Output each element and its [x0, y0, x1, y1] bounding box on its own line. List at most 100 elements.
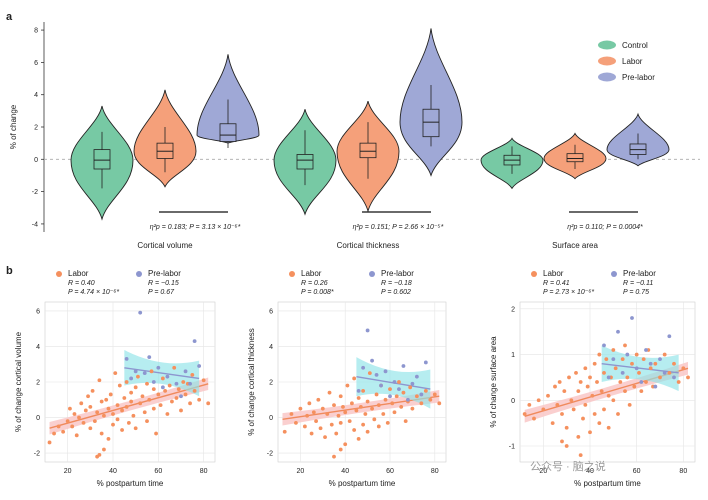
data-point-labor [365, 429, 370, 434]
data-point-prelabor [361, 365, 366, 370]
data-point-prelabor [142, 371, 147, 376]
data-point-labor [145, 419, 149, 424]
data-point-labor [302, 424, 307, 429]
data-point-prelabor [616, 329, 620, 334]
data-point-labor [374, 392, 379, 397]
data-point-labor [77, 415, 81, 420]
data-point-labor [541, 407, 546, 412]
y-tick-label: 8 [34, 28, 38, 35]
data-point-labor [307, 401, 312, 406]
data-point-labor [428, 397, 433, 402]
data-point-labor [181, 380, 186, 384]
data-point-labor [602, 370, 606, 375]
violin-chart: -4 -2 0 2 4 6 8 % of change Cortical volume η²p =… [9, 22, 700, 250]
legend-marker-prelabor [136, 271, 142, 277]
y-tick-label: 1 [511, 352, 515, 359]
data-point-labor [65, 419, 70, 424]
fit-line-prelabor [124, 367, 200, 380]
data-point-prelabor [197, 364, 202, 368]
data-point-labor [88, 404, 93, 409]
data-point-labor [115, 417, 120, 422]
x-tick-label: 60 [154, 468, 162, 475]
data-point-labor [345, 383, 350, 388]
data-point-labor [318, 426, 323, 431]
group-stat: η²p = 0.151; P = 2.66 × 10⁻⁵* [353, 224, 444, 231]
data-point-labor [618, 380, 623, 384]
group-label: Surface area [552, 241, 598, 250]
data-point-prelabor [183, 369, 188, 374]
data-point-prelabor [192, 339, 197, 344]
data-point-labor [592, 412, 597, 416]
data-point-labor [61, 429, 66, 434]
data-point-labor [154, 431, 158, 436]
data-point-labor [423, 388, 428, 393]
data-point-labor [399, 404, 404, 409]
y-tick-label: 4 [269, 344, 273, 351]
data-point-labor [126, 420, 131, 425]
panel-b-label: b [6, 265, 13, 277]
data-point-labor [367, 371, 372, 376]
data-point-labor [88, 426, 93, 431]
data-point-labor [532, 416, 536, 421]
x-tick-label: 60 [633, 468, 641, 475]
data-point-labor [115, 403, 120, 408]
box-iqr [296, 154, 314, 170]
data-point-labor [74, 433, 79, 438]
data-point-labor [562, 389, 567, 394]
data-point-labor [383, 397, 388, 402]
y-tick-label: 4 [34, 92, 38, 99]
data-point-labor [129, 390, 134, 395]
data-point-labor [338, 394, 343, 399]
data-point-labor [390, 401, 395, 406]
data-point-prelabor [401, 364, 406, 368]
data-point-labor [681, 366, 686, 371]
data-point-labor [102, 447, 106, 452]
x-tick-label: 80 [200, 468, 208, 475]
data-point-labor [343, 442, 348, 447]
data-point-labor [120, 428, 124, 432]
data-point-labor [625, 375, 630, 380]
data-point-labor [653, 361, 658, 366]
data-point-labor [149, 369, 154, 374]
data-point-labor [583, 366, 588, 371]
y-axis-label: % of change cortical thickness [247, 328, 256, 436]
data-point-labor [165, 412, 170, 416]
data-point-labor [623, 343, 627, 348]
data-point-labor [595, 380, 599, 384]
data-point-prelabor [620, 370, 625, 375]
data-point-labor [590, 393, 595, 398]
data-point-labor [432, 392, 437, 397]
data-point-labor [111, 422, 115, 427]
data-point-labor [99, 431, 104, 436]
y-tick-label: -2 [34, 451, 40, 458]
data-point-labor [667, 370, 672, 375]
data-point-labor [294, 420, 298, 425]
y-tick-label: 0 [34, 157, 38, 164]
data-point-prelabor [374, 372, 379, 377]
legend-swatch-control [598, 40, 616, 50]
data-point-labor [560, 412, 564, 416]
data-point-labor [311, 410, 316, 415]
legend-marker-labor [531, 271, 537, 277]
data-point-labor [376, 403, 381, 408]
data-point-labor [648, 366, 653, 371]
data-point-labor [361, 388, 366, 393]
data-point-labor [347, 419, 352, 424]
data-point-labor [385, 420, 390, 425]
legend-swatch-labor [598, 56, 616, 66]
data-point-labor [585, 384, 590, 389]
fit-line-prelabor [601, 363, 679, 374]
data-point-labor [630, 361, 634, 366]
data-point-labor [176, 387, 181, 392]
data-point-prelabor [606, 375, 611, 380]
data-point-labor [604, 357, 609, 362]
data-point-labor [83, 408, 88, 413]
data-point-labor [620, 357, 625, 362]
data-point-labor [611, 348, 616, 352]
data-point-prelabor [392, 380, 397, 384]
legend-r-value: R = 0.26 [301, 280, 328, 287]
data-point-labor [613, 366, 618, 371]
y-tick-label: 0 [269, 415, 273, 422]
data-point-labor [320, 406, 325, 411]
data-point-labor [174, 396, 179, 400]
